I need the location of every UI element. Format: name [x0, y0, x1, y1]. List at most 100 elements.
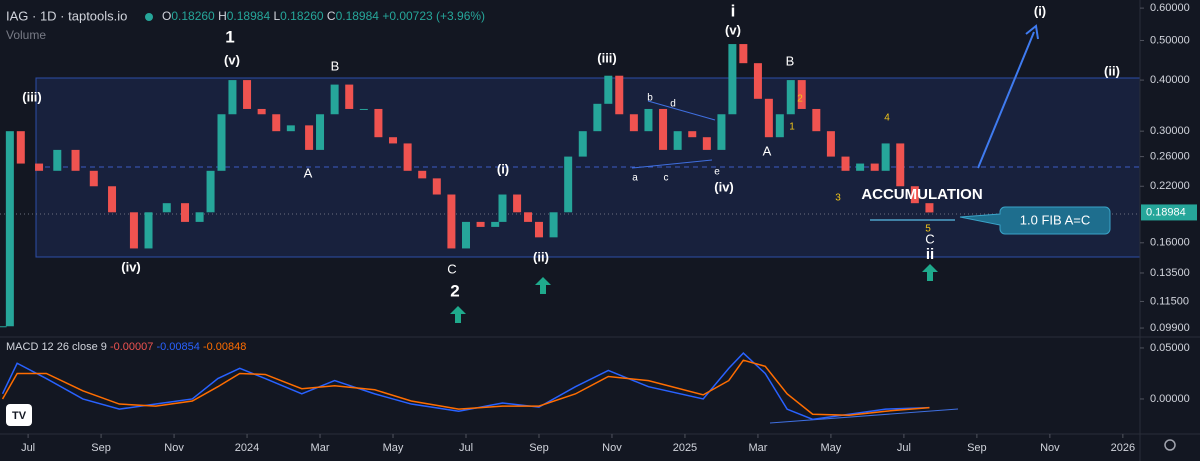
x-tick-label: 2025 [673, 442, 697, 454]
y-tick-label: 0.26000 [1150, 150, 1190, 162]
last-price-badge [1141, 204, 1197, 221]
macd-title: MACD 12 26 close 9 -0.00007 -0.00854 -0.… [6, 341, 246, 353]
candle [316, 114, 325, 150]
annotation: (i) [1034, 3, 1046, 18]
annotation: C [925, 231, 934, 246]
x-tick-label: Nov [602, 442, 622, 454]
annotation: B [786, 53, 795, 68]
plot [0, 44, 934, 328]
annotation: i [731, 1, 736, 20]
settings-icon[interactable] [1164, 439, 1176, 451]
candle [447, 194, 456, 249]
header: IAG · 1D · taptools.io O0.18260 H0.18984… [6, 8, 485, 352]
y-tick-label: 0.30000 [1150, 125, 1190, 137]
candle [604, 75, 613, 104]
candle [786, 80, 795, 115]
annotation: d [670, 99, 676, 110]
y-tick-label: 0.40000 [1150, 74, 1190, 86]
candle [5, 131, 14, 327]
candle [841, 156, 850, 171]
candle [461, 221, 470, 249]
annotation: a [632, 173, 638, 184]
annotation: ii [926, 246, 934, 263]
candle [812, 108, 821, 132]
candle [71, 149, 80, 171]
tv-logo: TV [6, 404, 32, 426]
annotation: 5 [925, 224, 931, 235]
candle [498, 194, 507, 222]
x-tick-label: Jul [459, 442, 473, 454]
svg-text:TV: TV [12, 410, 27, 422]
ohlc-key: O [162, 9, 171, 23]
divergence-line [769, 408, 959, 424]
candle [578, 131, 587, 157]
candle [418, 170, 427, 179]
candle [476, 221, 485, 227]
candle [108, 186, 117, 213]
x-tick-label: 2026 [1111, 442, 1135, 454]
candle [797, 80, 806, 109]
ohlc-value: 0.18260 [280, 9, 324, 23]
volume-label: Volume [6, 28, 46, 42]
y-tick-label: 0.05000 [1150, 342, 1190, 354]
candle [593, 103, 602, 132]
macd-value: -0.00854 [156, 341, 199, 353]
candle [53, 149, 62, 171]
candle [775, 114, 784, 138]
candle [403, 143, 412, 171]
x-tick-label: Mar [311, 442, 330, 454]
annotation: A [763, 143, 772, 158]
macd-line [1, 359, 930, 417]
candle [330, 84, 339, 115]
candle [702, 137, 711, 150]
candle [644, 108, 653, 132]
candle [345, 84, 354, 109]
projection-arrow-head [1025, 24, 1039, 40]
x-tick-label: Nov [164, 442, 184, 454]
annotation: 4 [884, 113, 890, 124]
candle [389, 137, 398, 144]
macd-name: MACD 12 26 close 9 [6, 341, 107, 353]
x-tick-label: Nov [1040, 442, 1060, 454]
signal-value: -0.00848 [203, 341, 246, 353]
candle [910, 186, 919, 204]
candle [0, 326, 7, 328]
candle [870, 163, 879, 171]
candle [272, 114, 281, 132]
candle [257, 108, 266, 115]
ohlc-key: C [327, 9, 336, 23]
candle [534, 221, 543, 238]
candle [629, 114, 638, 132]
annotation: B [331, 58, 340, 73]
x-tick-label: Jul [897, 442, 911, 454]
annotation: (iv) [714, 179, 734, 194]
x-tick-label: May [821, 442, 842, 454]
annotation: (iv) [121, 259, 141, 274]
annotation: (v) [725, 22, 741, 37]
annotation: b [647, 93, 653, 104]
candle [717, 114, 726, 150]
annotation: A [304, 165, 313, 180]
x-tick-label: 2024 [235, 442, 259, 454]
y-tick-label: 0.60000 [1150, 2, 1190, 14]
candle [243, 80, 252, 109]
y-tick-label: 0.22000 [1150, 180, 1190, 192]
annotation: 1 [789, 122, 795, 133]
candle [206, 170, 215, 213]
candle [673, 131, 682, 150]
last-price-label: 0.18984 [1146, 206, 1186, 218]
x-tick-label: Sep [529, 442, 549, 454]
candle [286, 125, 295, 132]
up-arrow [922, 264, 938, 281]
annotation: (ii) [533, 249, 549, 264]
annotation: 2 [450, 281, 459, 300]
x-tick-label: Mar [748, 442, 767, 454]
candle [181, 203, 190, 222]
y-tick-label: 0.00000 [1150, 393, 1190, 405]
triangle-line [631, 159, 713, 169]
x-tick-label: Sep [967, 442, 987, 454]
triangle-line [647, 100, 716, 121]
y-tick-label: 0.11500 [1150, 295, 1189, 307]
candle [35, 163, 44, 171]
